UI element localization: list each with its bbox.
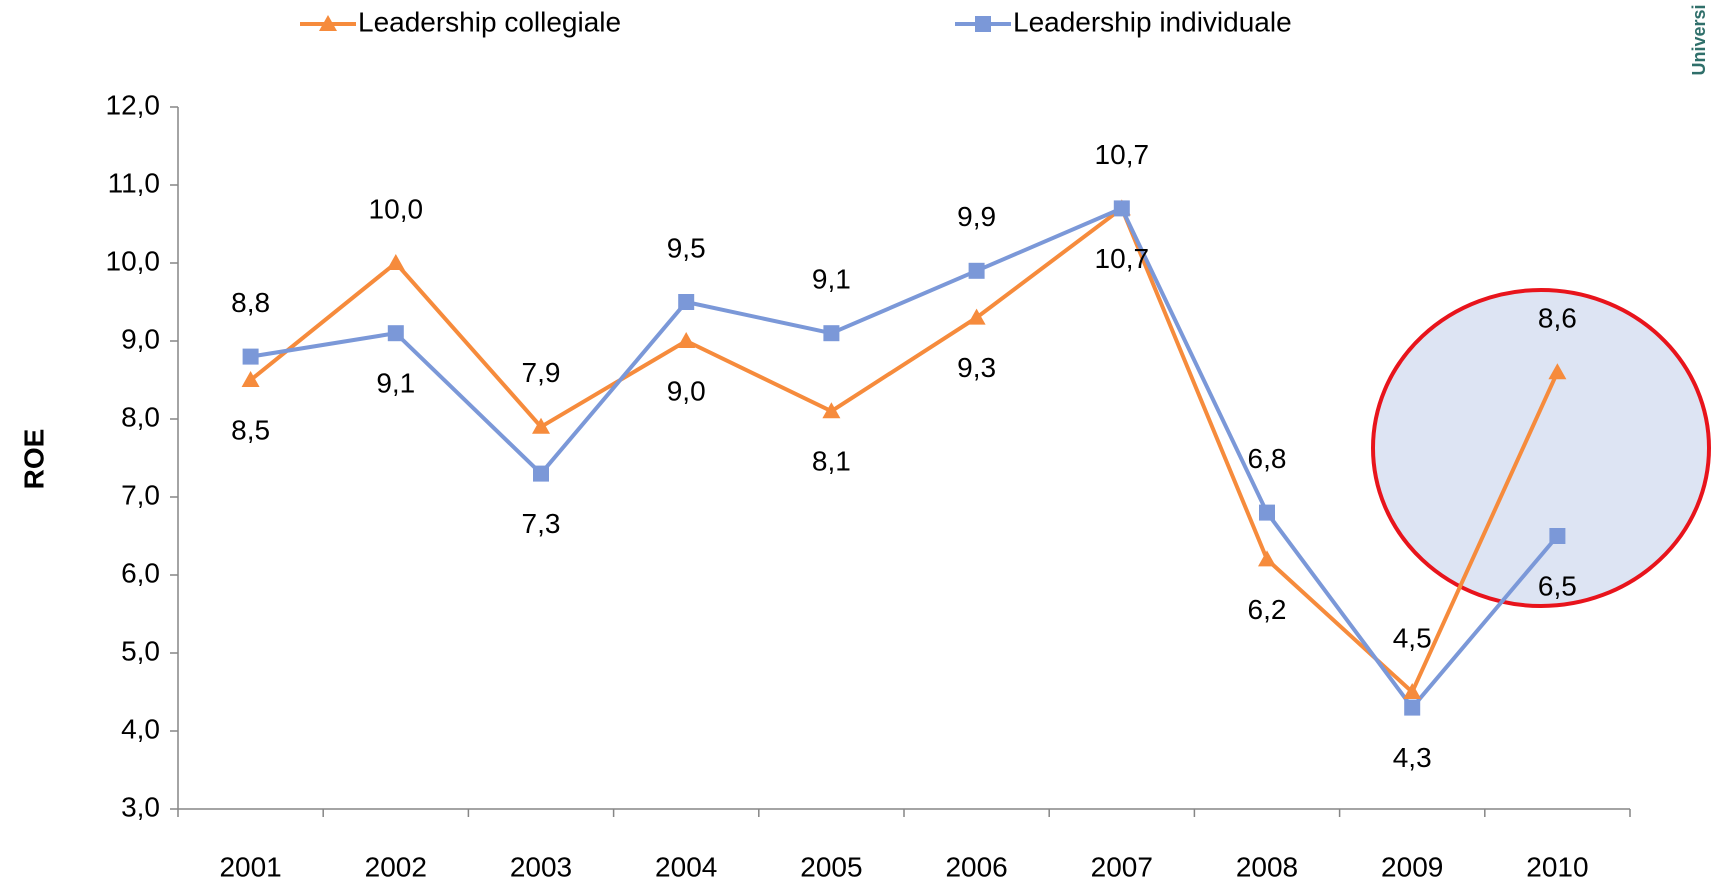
- x-tick-label: 2007: [1091, 851, 1153, 882]
- x-tick-label: 2009: [1381, 851, 1443, 882]
- highlight-circle: [1371, 288, 1711, 608]
- data-label: 10,7: [1095, 139, 1150, 170]
- data-label: 8,5: [231, 414, 270, 445]
- data-label: 9,5: [667, 232, 706, 263]
- marker: [532, 417, 550, 434]
- data-label: 6,2: [1248, 594, 1287, 625]
- data-label: 9,1: [376, 368, 415, 399]
- data-label: 4,3: [1393, 742, 1432, 773]
- y-tick-label: 11,0: [108, 167, 160, 198]
- data-label: 7,3: [522, 508, 561, 539]
- data-label: 9,9: [957, 201, 996, 232]
- marker: [967, 308, 986, 325]
- marker: [678, 294, 695, 310]
- marker: [1549, 528, 1566, 544]
- marker: [386, 254, 405, 270]
- y-tick-label: 9,0: [121, 323, 160, 354]
- y-tick-label: 12,0: [106, 89, 161, 120]
- x-tick-label: 2010: [1526, 851, 1588, 882]
- y-tick-label: 5,0: [121, 635, 160, 666]
- x-tick-label: 2002: [365, 851, 427, 882]
- x-tick-label: 2006: [945, 851, 1007, 882]
- x-tick-label: 2008: [1236, 851, 1298, 882]
- marker: [1404, 699, 1421, 716]
- y-tick-label: 8,0: [121, 401, 160, 432]
- legend-label: Leadership individuale: [1013, 6, 1292, 37]
- marker: [242, 348, 259, 365]
- data-label: 9,1: [812, 264, 851, 295]
- y-tick-label: 10,0: [106, 245, 161, 276]
- data-label: 6,5: [1538, 570, 1577, 601]
- x-tick-label: 2003: [510, 851, 572, 882]
- data-label: 6,8: [1248, 443, 1287, 474]
- marker: [975, 16, 991, 32]
- series-line: [249, 205, 1560, 696]
- marker: [1258, 550, 1276, 567]
- x-tick-label: 2004: [655, 851, 717, 882]
- y-tick-label: 6,0: [121, 557, 160, 588]
- marker: [1113, 200, 1130, 217]
- data-label: 9,3: [957, 352, 996, 383]
- marker: [1259, 504, 1275, 521]
- data-label: 10,7: [1095, 243, 1150, 274]
- series-line: [250, 205, 1559, 711]
- marker: [533, 465, 549, 482]
- data-label: 9,0: [667, 375, 706, 406]
- data-label: 7,9: [522, 357, 561, 388]
- marker: [1403, 683, 1422, 699]
- x-tick-label: 2005: [800, 851, 862, 882]
- data-label: 4,5: [1393, 622, 1432, 653]
- marker: [319, 15, 337, 31]
- marker: [387, 325, 404, 342]
- data-label: 8,8: [231, 287, 270, 318]
- marker: [1548, 363, 1567, 380]
- y-tick-label: 3,0: [121, 791, 160, 822]
- legend-label: Leadership collegiale: [358, 6, 621, 37]
- x-tick-label: 2001: [219, 851, 281, 882]
- marker: [677, 332, 696, 348]
- data-label: 8,6: [1538, 303, 1577, 334]
- marker: [968, 262, 985, 279]
- data-label: 10,0: [369, 193, 424, 224]
- marker: [241, 371, 260, 387]
- y-tick-label: 7,0: [121, 479, 160, 510]
- logo-text: Universi: [1689, 4, 1709, 75]
- y-tick-label: 4,0: [121, 713, 160, 744]
- marker: [823, 325, 840, 342]
- y-axis-label: ROE: [18, 429, 49, 490]
- marker: [822, 402, 841, 419]
- data-label: 8,1: [812, 446, 851, 477]
